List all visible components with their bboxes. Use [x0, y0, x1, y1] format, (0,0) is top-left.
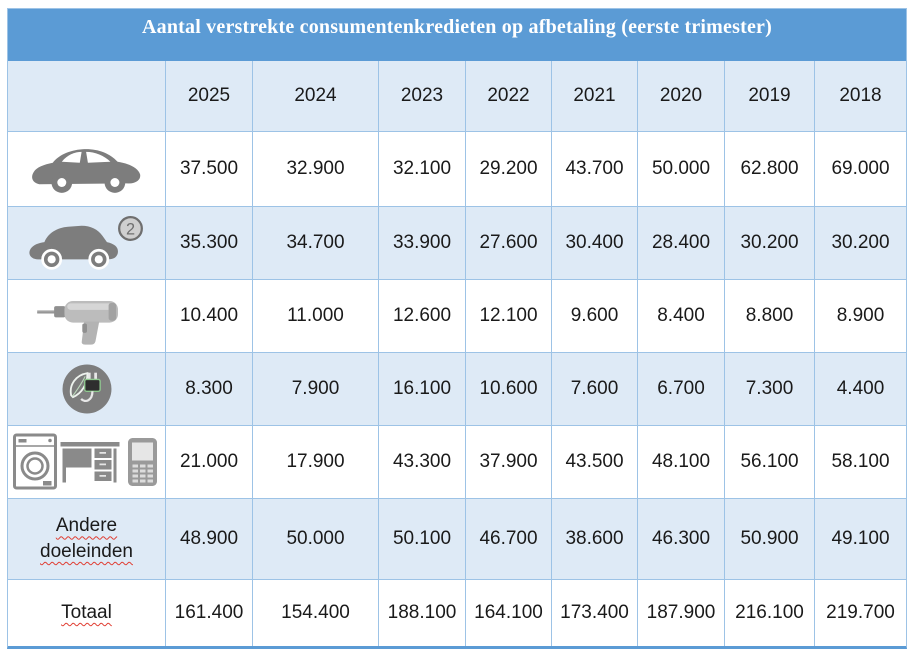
value-cell: 188.100 — [378, 580, 465, 646]
value-cell: 56.100 — [724, 426, 814, 498]
year-header-2024: 2024 — [252, 61, 378, 131]
row-header-cell: Totaal — [8, 580, 165, 646]
value-cell: 12.600 — [378, 280, 465, 352]
corner-cell — [8, 61, 165, 131]
value-cell: 28.400 — [637, 207, 724, 279]
drill-icon-wrap — [8, 280, 165, 352]
table-row: 8.300 7.900 16.100 10.600 7.600 6.700 7.300 4.4… — [8, 352, 906, 425]
row-header-cell — [8, 353, 165, 425]
value-cell: 9.600 — [551, 280, 637, 352]
row-header-cell: 2 — [8, 207, 165, 279]
value-cell: 4.400 — [814, 353, 906, 425]
table-row: Totaal 161.400 154.400 188.100 164.100 173.40… — [8, 579, 906, 646]
table-body: 37.500 32.900 32.100 29.200 43.700 50.000 62.8… — [8, 131, 906, 646]
value-cell: 164.100 — [465, 580, 551, 646]
drill-icon — [36, 300, 118, 345]
second-hand-badge: 2 — [125, 220, 134, 238]
year-header-2022: 2022 — [465, 61, 551, 131]
value-cell: 69.000 — [814, 132, 906, 206]
table-row: 37.500 32.900 32.100 29.200 43.700 50.000 62.8… — [8, 131, 906, 206]
value-cell: 8.800 — [724, 280, 814, 352]
value-cell: 33.900 — [378, 207, 465, 279]
year-header-2019: 2019 — [724, 61, 814, 131]
year-header-2018: 2018 — [814, 61, 906, 131]
new-car-icon-wrap — [8, 132, 165, 206]
value-cell: 46.700 — [465, 499, 551, 579]
year-header-row: 2025 2024 2023 2022 2021 2020 2019 2018 — [8, 61, 906, 131]
value-cell: 154.400 — [252, 580, 378, 646]
value-cell: 30.200 — [724, 207, 814, 279]
value-cell: 30.400 — [551, 207, 637, 279]
row-label: Totaal — [61, 602, 112, 624]
appliances-icon-wrap — [8, 426, 165, 498]
appliances-icon — [12, 433, 157, 490]
credit-table: Aantal verstrekte consumentenkredieten o… — [7, 8, 907, 649]
value-cell: 48.100 — [637, 426, 724, 498]
value-cell: 50.100 — [378, 499, 465, 579]
row-label: Andere doeleinden — [40, 515, 133, 562]
table-header: Aantal verstrekte consumentenkredieten o… — [8, 9, 906, 61]
year-header-2025: 2025 — [165, 61, 252, 131]
value-cell: 49.100 — [814, 499, 906, 579]
value-cell: 8.400 — [637, 280, 724, 352]
value-cell: 43.500 — [551, 426, 637, 498]
year-header-2021: 2021 — [551, 61, 637, 131]
value-cell: 219.700 — [814, 580, 906, 646]
value-cell: 7.300 — [724, 353, 814, 425]
value-cell: 34.700 — [252, 207, 378, 279]
value-cell: 32.900 — [252, 132, 378, 206]
row-header-cell — [8, 280, 165, 352]
second-hand-car-icon-wrap: 2 — [8, 207, 165, 279]
value-cell: 46.300 — [637, 499, 724, 579]
value-cell: 35.300 — [165, 207, 252, 279]
value-cell: 30.200 — [814, 207, 906, 279]
second-hand-car-icon: 2 — [28, 216, 143, 270]
table-row: 2 35.300 34.700 33.900 27.600 30.400 28.400 30… — [8, 206, 906, 279]
value-cell: 216.100 — [724, 580, 814, 646]
value-cell: 37.500 — [165, 132, 252, 206]
table-row: Andere doeleinden 48.900 50.000 50.100 46.70… — [8, 498, 906, 579]
table-title: Aantal verstrekte consumentenkredieten o… — [142, 16, 772, 38]
value-cell: 27.600 — [465, 207, 551, 279]
value-cell: 187.900 — [637, 580, 724, 646]
row-header-cell: Andere doeleinden — [8, 499, 165, 579]
value-cell: 8.900 — [814, 280, 906, 352]
table-row: 10.400 11.000 12.600 12.100 9.600 8.400 8.800 8… — [8, 279, 906, 352]
value-cell: 16.100 — [378, 353, 465, 425]
table-row: 21.000 17.900 43.300 37.900 43.500 48.100 56.1… — [8, 425, 906, 498]
value-cell: 62.800 — [724, 132, 814, 206]
value-cell: 50.000 — [637, 132, 724, 206]
value-cell: 48.900 — [165, 499, 252, 579]
green-energy-icon-wrap — [8, 353, 165, 425]
value-cell: 50.000 — [252, 499, 378, 579]
year-header-2020: 2020 — [637, 61, 724, 131]
value-cell: 32.100 — [378, 132, 465, 206]
value-cell: 7.600 — [551, 353, 637, 425]
value-cell: 7.900 — [252, 353, 378, 425]
value-cell: 8.300 — [165, 353, 252, 425]
value-cell: 29.200 — [465, 132, 551, 206]
value-cell: 58.100 — [814, 426, 906, 498]
value-cell: 38.600 — [551, 499, 637, 579]
value-cell: 161.400 — [165, 580, 252, 646]
value-cell: 21.000 — [165, 426, 252, 498]
value-cell: 6.700 — [637, 353, 724, 425]
value-cell: 43.700 — [551, 132, 637, 206]
value-cell: 37.900 — [465, 426, 551, 498]
value-cell: 10.600 — [465, 353, 551, 425]
value-cell: 11.000 — [252, 280, 378, 352]
value-cell: 12.100 — [465, 280, 551, 352]
value-cell: 50.900 — [724, 499, 814, 579]
row-header-cell — [8, 132, 165, 206]
year-header-2023: 2023 — [378, 61, 465, 131]
value-cell: 17.900 — [252, 426, 378, 498]
value-cell: 43.300 — [378, 426, 465, 498]
value-cell: 173.400 — [551, 580, 637, 646]
row-header-cell — [8, 426, 165, 498]
new-car-icon — [31, 149, 140, 193]
value-cell: 10.400 — [165, 280, 252, 352]
green-energy-icon — [62, 364, 111, 414]
